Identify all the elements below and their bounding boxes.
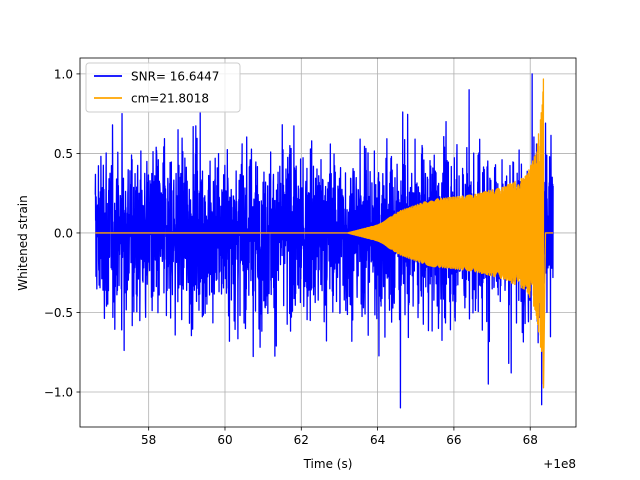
y-tick-label: 0.0 — [54, 226, 73, 240]
series-line-cm — [94, 78, 554, 389]
y-tick-label: −0.5 — [44, 306, 73, 320]
legend-label-cm: cm=21.8018 — [131, 92, 209, 106]
y-tick-label: 0.5 — [54, 147, 73, 161]
x-tick-label: 62 — [294, 433, 309, 447]
legend-frame — [85, 62, 241, 113]
y-tick-label: −1.0 — [44, 386, 73, 400]
y-tick-label: 1.0 — [54, 67, 73, 81]
y-axis-label: Whitened strain — [16, 195, 30, 291]
plot-series — [94, 73, 554, 409]
x-tick-label: 60 — [217, 433, 232, 447]
axes: 58 60 62 64 66 68 −1.0 −0.5 0.0 0.5 1.0 — [44, 57, 577, 447]
legend-label-snr: SNR= 16.6447 — [131, 70, 219, 84]
x-tick-label: 58 — [141, 433, 156, 447]
plot-frame — [79, 57, 577, 428]
x-tick-label: 68 — [523, 433, 538, 447]
legend: SNR= 16.6447 cm=21.8018 — [85, 62, 241, 113]
x-axis-offset-label: +1e8 — [543, 457, 576, 471]
x-tick-label: 64 — [370, 433, 385, 447]
x-tick-label: 66 — [446, 433, 461, 447]
x-axis-label: Time (s) — [303, 457, 353, 471]
